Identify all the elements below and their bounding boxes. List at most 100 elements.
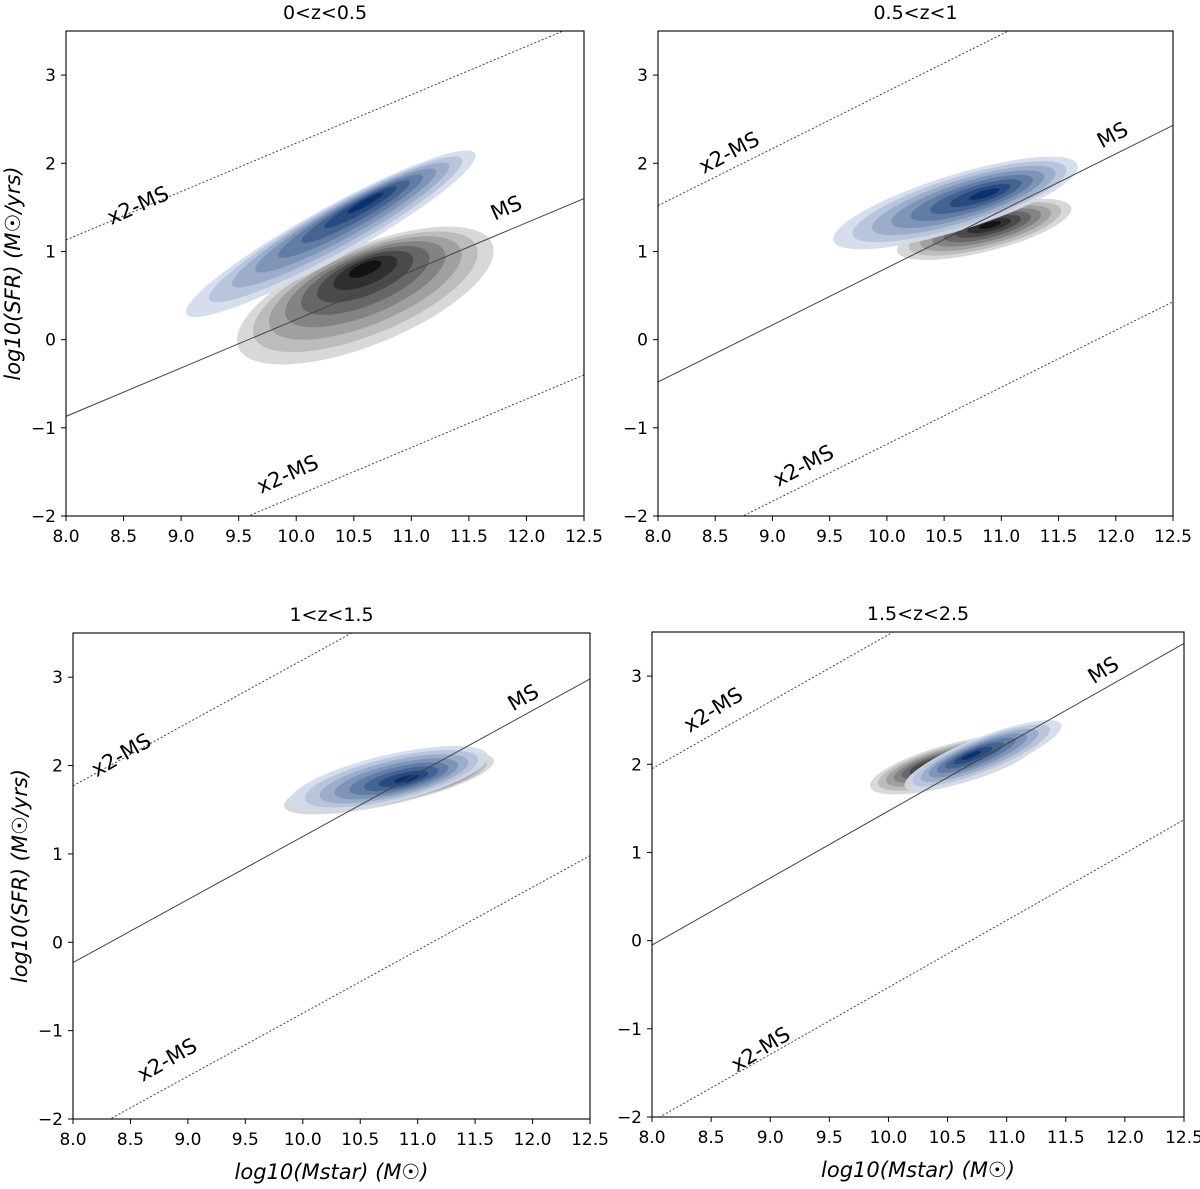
axes-frame (65, 30, 585, 517)
x2-ms-label: x2-MS (679, 682, 747, 737)
y-tick-label: 0 (631, 932, 642, 952)
x-tick-label: 10.0 (284, 1130, 322, 1150)
x-axis-label: log10(Mstar) (M☉) (821, 1158, 1015, 1182)
plot-area (66, 31, 584, 516)
y-axis-label: log10(SFR) (M☉/yrs) (8, 769, 32, 983)
x-tick-label: 8.0 (644, 527, 671, 547)
star-forming-contour-level (347, 192, 384, 214)
x-tick-label: 9.5 (816, 527, 843, 547)
y-tick-label: 1 (637, 242, 648, 262)
y-tick-label: −2 (31, 507, 56, 527)
x-tick-label: 9.5 (232, 1130, 259, 1150)
star-forming-density (904, 720, 1062, 791)
y-tick-label: 3 (637, 66, 648, 86)
ms-label: MS (487, 191, 525, 226)
x2-ms-line (652, 632, 895, 770)
x-tick-label: 9.5 (816, 1128, 843, 1148)
x2-ms-label: x2-MS (769, 440, 838, 492)
x-tick-label: 11.0 (982, 527, 1020, 547)
y-tick-label: 0 (52, 933, 63, 953)
panel-bottom-left: MS x2-MS x2-MS 8.0 8.5 9.0 9.5 10.0 10.5 11.0 11.5… (8, 604, 609, 1184)
panel-title: 1<z<1.5 (289, 604, 373, 626)
y-tick-label: −1 (31, 419, 56, 439)
x-tick-label: 11.5 (1040, 527, 1078, 547)
y-tick-label: −2 (623, 507, 648, 527)
x-tick-label: 12.0 (1097, 527, 1135, 547)
x-tick-label: 12.5 (1165, 1128, 1200, 1148)
x-tick-label: 10.0 (870, 1128, 908, 1148)
x-tick-label: 12.5 (565, 527, 603, 547)
x-tick-label: 8.0 (59, 1130, 86, 1150)
ms-line (73, 678, 590, 964)
plot-area (73, 633, 590, 1119)
y-tick-label: 3 (52, 668, 63, 688)
star-forming-contour-level (968, 188, 1000, 200)
axes-frame (651, 631, 1185, 1118)
star-forming-density (185, 150, 476, 318)
x2-ms-label: x2-MS (727, 1022, 795, 1077)
panel-title: 0.5<z<1 (873, 2, 957, 24)
y-tick-label: 2 (631, 755, 642, 775)
star-forming-density (289, 745, 488, 812)
x2-ms-label: x2-MS (103, 181, 172, 229)
axes-frame (657, 30, 1174, 517)
x2-ms-line (66, 31, 565, 241)
x-tick-label: 12.0 (514, 1130, 552, 1150)
x-tick-label: 12.5 (571, 1130, 609, 1150)
ms-line (66, 198, 584, 417)
x2-ms-label: x2-MS (133, 1033, 201, 1086)
star-forming-contour-level (961, 751, 982, 760)
y-tick-label: 2 (45, 154, 56, 174)
panel-top-right: MS x2-MS x2-MS 8.0 8.5 9.0 9.5 10.0 10.5 11.0 11.5… (623, 2, 1192, 547)
x-tick-label: 10.5 (925, 527, 963, 547)
ms-label: MS (1084, 652, 1123, 689)
x-tick-label: 12.5 (1154, 527, 1192, 547)
x-tick-label: 9.5 (225, 527, 252, 547)
x-tick-label: 11.0 (399, 1130, 437, 1150)
ms-label: MS (504, 679, 543, 716)
x2-ms-label: x2-MS (87, 728, 155, 781)
x-tick-label: 10.5 (929, 1128, 967, 1148)
axes-frame (72, 632, 591, 1120)
x-tick-label: 10.0 (277, 527, 315, 547)
y-axis-label: log10(SFR) (M☉/yrs) (1, 166, 25, 380)
y-tick-label: 2 (52, 757, 63, 777)
x-tick-label: 12.0 (1106, 1128, 1144, 1148)
y-tick-label: 3 (631, 667, 642, 687)
x2-ms-line (741, 301, 1173, 516)
panel-title: 0<z<0.5 (283, 2, 367, 24)
x-tick-label: 8.5 (698, 1128, 725, 1148)
x-tick-label: 11.5 (456, 1130, 494, 1150)
plot-area (652, 632, 1184, 1117)
x2-ms-line (658, 819, 1184, 1117)
y-tick-label: 3 (45, 66, 56, 86)
ms-label: MS (1093, 117, 1132, 153)
x-tick-label: 8.5 (117, 1130, 144, 1150)
ms-line (658, 124, 1173, 383)
x-tick-label: 8.5 (110, 527, 137, 547)
x2-ms-line (109, 855, 590, 1119)
quiescent-contour-level (978, 221, 1001, 229)
panel-title: 1.5<z<2.5 (867, 603, 969, 625)
y-tick-label: −2 (38, 1110, 63, 1130)
x-tick-label: 11.0 (988, 1128, 1026, 1148)
y-tick-label: 0 (45, 331, 56, 351)
x-tick-label: 10.5 (341, 1130, 379, 1150)
x-tick-label: 8.0 (638, 1128, 665, 1148)
x-tick-label: 11.0 (392, 527, 430, 547)
x-tick-label: 8.0 (52, 527, 79, 547)
x-tick-label: 9.0 (168, 527, 195, 547)
x-tick-label: 9.0 (757, 1128, 784, 1148)
x-tick-label: 12.0 (508, 527, 546, 547)
y-tick-label: −1 (623, 419, 648, 439)
y-tick-label: −1 (38, 1022, 63, 1042)
x-tick-label: 10.5 (335, 527, 373, 547)
quiescent-contour-level (349, 260, 382, 278)
y-tick-label: −1 (617, 1020, 642, 1040)
star-forming-density (833, 156, 1078, 250)
plot-area (658, 31, 1173, 516)
x2-ms-label: x2-MS (695, 127, 764, 179)
y-tick-label: 1 (52, 845, 63, 865)
